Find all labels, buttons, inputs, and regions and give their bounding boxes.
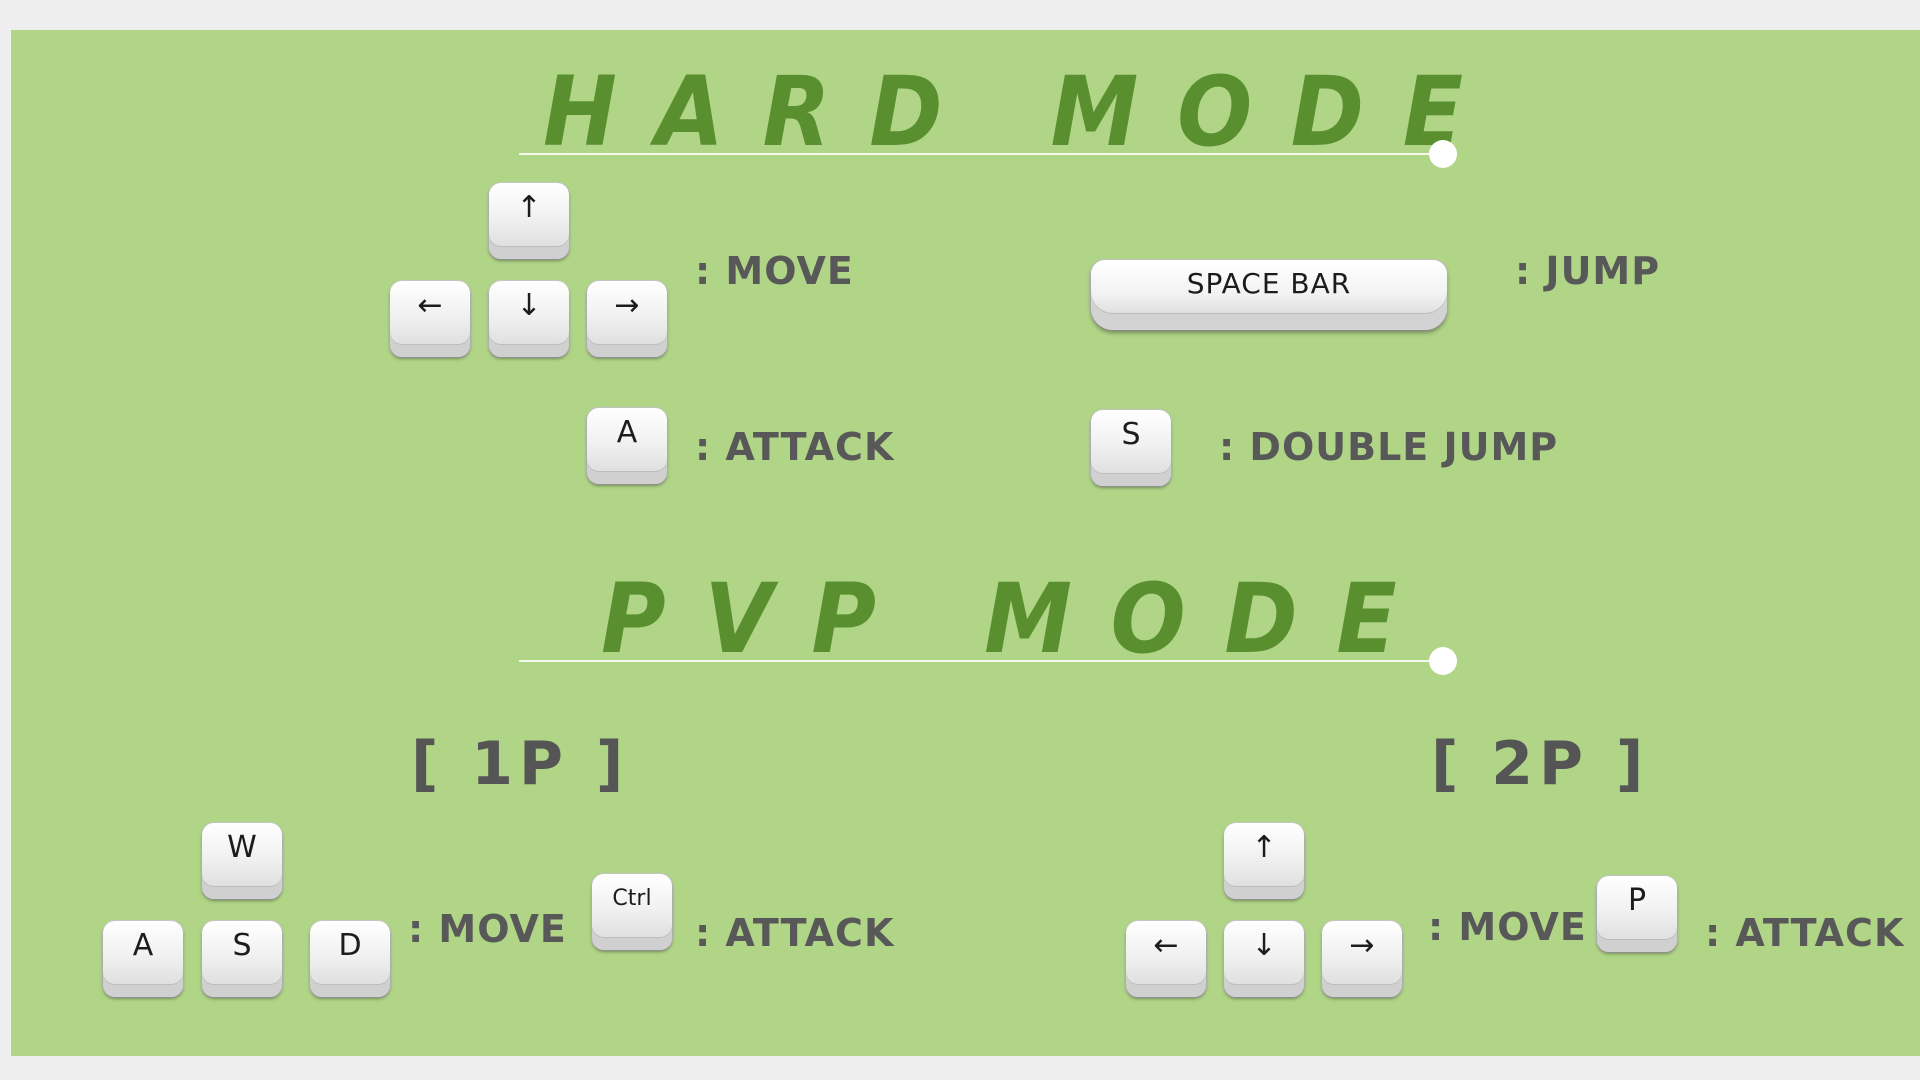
player2-down-arrow-key: ↓	[1224, 921, 1304, 997]
double-jump-key: S	[1091, 410, 1171, 486]
player1-a-key: A	[103, 921, 183, 997]
player2-attack-label: : ATTACK	[1705, 911, 1905, 955]
player2-move-label: : MOVE	[1428, 905, 1587, 949]
player2-up-arrow-key: ↑	[1224, 823, 1304, 899]
hard-right-arrow-key: →	[587, 281, 667, 357]
controls-panel: HARD MODE ↑ ← ↓ → : MOVE SPACE BAR : JUM…	[11, 30, 1920, 1056]
hard-attack-key: A	[587, 408, 667, 484]
player2-right-arrow-key: →	[1322, 921, 1402, 997]
player1-d-key: D	[310, 921, 390, 997]
player2-label: [ 2P ]	[1431, 729, 1650, 799]
hard-mode-divider-dot	[1429, 140, 1457, 168]
hard-jump-label: : JUMP	[1515, 249, 1661, 293]
player1-attack-label: : ATTACK	[695, 911, 895, 955]
player1-move-label: : MOVE	[408, 907, 567, 951]
pvp-mode-title: PVP MODE	[601, 563, 1436, 675]
hard-down-arrow-key: ↓	[489, 281, 569, 357]
player1-w-key: W	[202, 823, 282, 899]
hard-mode-divider	[519, 153, 1453, 155]
double-jump-label: : DOUBLE JUMP	[1219, 425, 1559, 469]
player2-p-key: P	[1597, 876, 1677, 952]
hard-left-arrow-key: ←	[390, 281, 470, 357]
player2-left-arrow-key: ←	[1126, 921, 1206, 997]
player1-ctrl-key: Ctrl	[592, 874, 672, 950]
pvp-mode-divider-dot	[1429, 647, 1457, 675]
pvp-mode-divider	[519, 660, 1453, 662]
spacebar-key: SPACE BAR	[1091, 260, 1447, 330]
hard-attack-label: : ATTACK	[695, 425, 895, 469]
player1-s-key: S	[202, 921, 282, 997]
player1-label: [ 1P ]	[411, 729, 630, 799]
hard-up-arrow-key: ↑	[489, 183, 569, 259]
hard-move-label: : MOVE	[695, 249, 854, 293]
hard-mode-title: HARD MODE	[543, 56, 1502, 168]
